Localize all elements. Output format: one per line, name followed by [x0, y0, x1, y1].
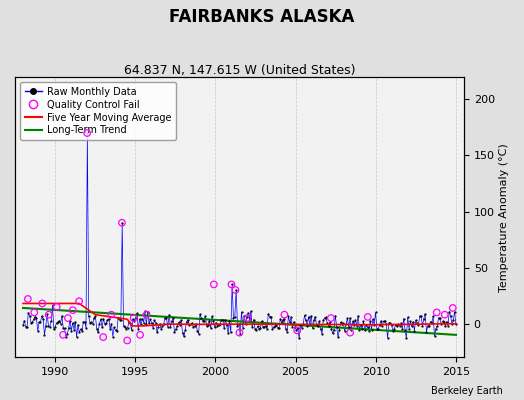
- Point: [326, 315, 335, 321]
- Point: [118, 220, 126, 226]
- Point: [210, 281, 218, 288]
- Point: [441, 312, 449, 318]
- Point: [432, 309, 441, 316]
- Point: [99, 334, 107, 340]
- Point: [129, 315, 138, 321]
- Point: [364, 314, 372, 320]
- Legend: Raw Monthly Data, Quality Control Fail, Five Year Moving Average, Long-Term Tren: Raw Monthly Data, Quality Control Fail, …: [20, 82, 177, 140]
- Point: [30, 309, 38, 316]
- Point: [107, 312, 115, 318]
- Point: [38, 300, 47, 307]
- Point: [143, 312, 151, 318]
- Point: [449, 305, 457, 311]
- Point: [52, 304, 61, 310]
- Point: [136, 332, 144, 338]
- Point: [235, 330, 244, 336]
- Point: [59, 332, 67, 338]
- Point: [45, 312, 53, 318]
- Point: [227, 281, 236, 288]
- Title: 64.837 N, 147.615 W (United States): 64.837 N, 147.615 W (United States): [124, 64, 355, 77]
- Y-axis label: Temperature Anomaly (°C): Temperature Anomaly (°C): [499, 143, 509, 292]
- Point: [69, 307, 77, 313]
- Point: [293, 327, 301, 334]
- Point: [231, 287, 239, 293]
- Point: [83, 130, 91, 136]
- Point: [24, 296, 32, 302]
- Point: [123, 337, 132, 344]
- Point: [280, 312, 289, 318]
- Point: [346, 330, 354, 336]
- Point: [64, 315, 72, 321]
- Point: [75, 298, 83, 304]
- Text: Berkeley Earth: Berkeley Earth: [431, 386, 503, 396]
- Point: [243, 315, 252, 321]
- Text: FAIRBANKS ALASKA: FAIRBANKS ALASKA: [169, 8, 355, 26]
